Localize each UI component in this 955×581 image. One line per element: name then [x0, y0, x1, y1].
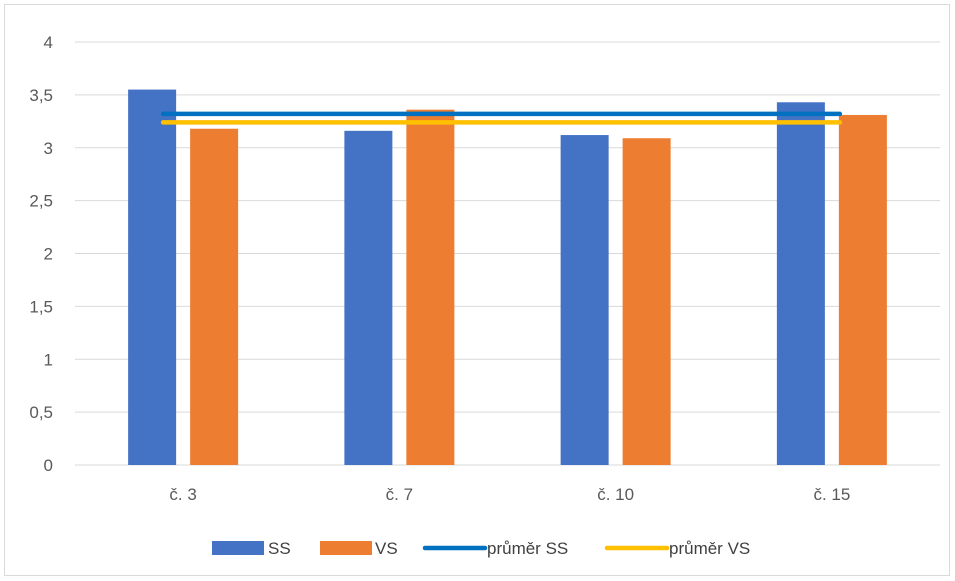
y-tick-label: 3	[44, 139, 53, 158]
x-tick-label: č. 3	[169, 485, 196, 504]
y-tick-label: 3,5	[29, 86, 53, 105]
bar-ss-4	[776, 102, 825, 465]
bar-ss-3	[560, 135, 609, 465]
y-tick-label: 1	[44, 350, 53, 369]
x-tick-label: č. 10	[597, 485, 634, 504]
legend-label: průměr SS	[487, 539, 568, 558]
legend: SS VS průměr SS průměr VS	[212, 539, 750, 558]
y-tick-label: 2	[44, 245, 53, 264]
bar-ss-1	[128, 89, 177, 466]
y-tick-label: 1,5	[29, 297, 53, 316]
y-tick-label: 0	[44, 456, 53, 475]
average-lines	[160, 111, 843, 125]
legend-label: SS	[268, 539, 291, 558]
x-tick-label: č. 15	[813, 485, 850, 504]
bar-ss-2	[344, 130, 393, 465]
y-tick-label: 4	[44, 33, 53, 52]
legend-swatch-vs	[320, 541, 372, 555]
bars	[128, 89, 887, 466]
bar-vs-4	[838, 114, 887, 465]
y-tick-label: 0,5	[29, 403, 53, 422]
legend-swatch-ss	[212, 541, 264, 555]
y-axis-tick-labels: 0 0,5 1 1,5 2 2,5 3 3,5 4	[29, 33, 53, 475]
legend-label: průměr VS	[669, 539, 750, 558]
x-axis-tick-labels: č. 3 č. 7 č. 10 č. 15	[169, 485, 850, 504]
x-tick-label: č. 7	[386, 485, 413, 504]
legend-label: VS	[375, 539, 398, 558]
bar-vs-3	[622, 138, 671, 466]
bar-vs-1	[190, 128, 239, 465]
bar-vs-2	[406, 109, 455, 466]
y-tick-label: 2,5	[29, 192, 53, 211]
